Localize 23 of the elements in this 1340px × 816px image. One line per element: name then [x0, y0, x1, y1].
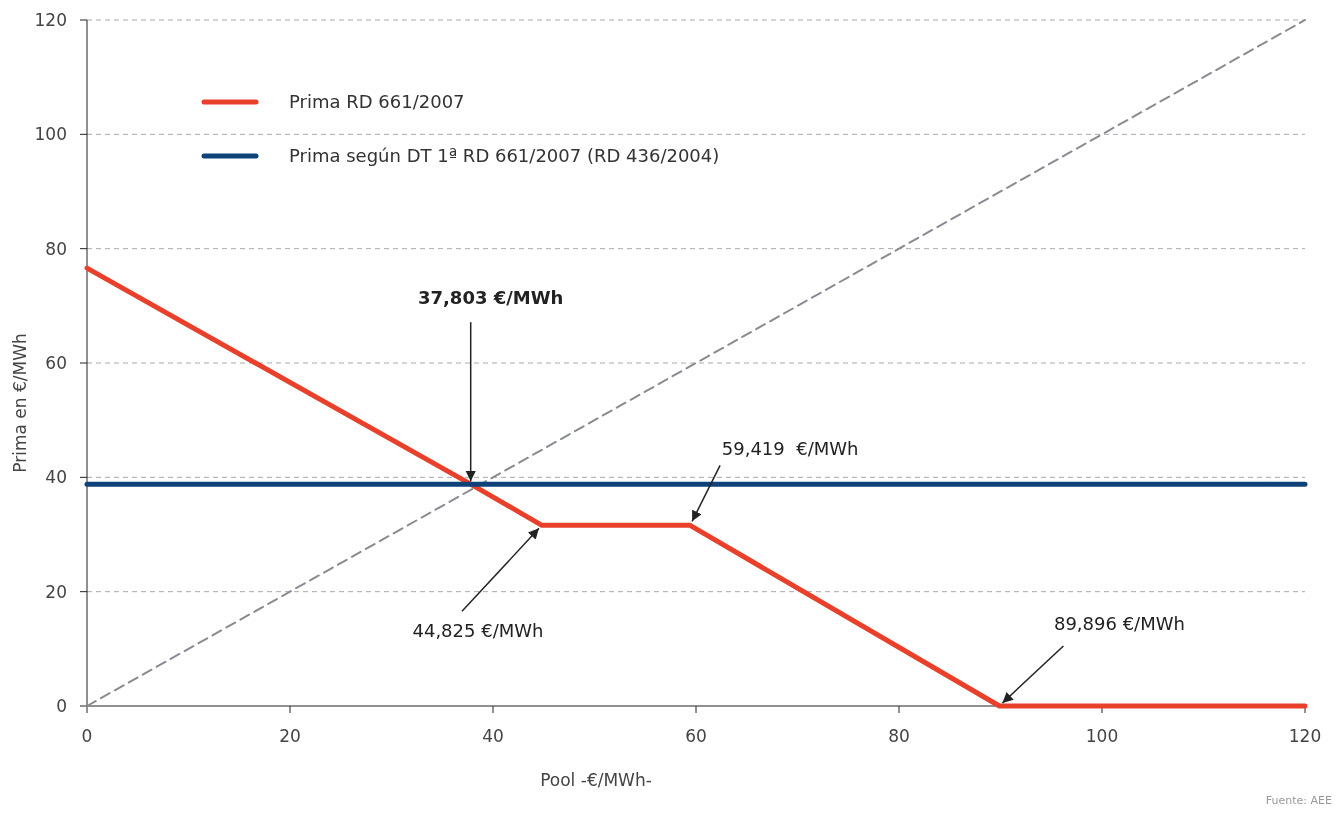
legend-label: Prima según DT 1ª RD 661/2007 (RD 436/2004) — [289, 145, 720, 167]
source-note: Fuente: AEE — [1265, 794, 1333, 807]
y-tick-label: 100 — [34, 124, 67, 145]
x-tick-label: 100 — [1085, 726, 1119, 746]
x-tick-label: 0 — [81, 726, 93, 746]
y-tick-label: 60 — [45, 352, 67, 373]
x-tick-label: 40 — [482, 726, 504, 746]
legend-label: Prima RD 661/2007 — [289, 91, 465, 113]
y-tick-label: 20 — [45, 581, 67, 602]
y-tick-label: 40 — [45, 467, 67, 488]
annotation: 37,803 €/MWh — [418, 287, 564, 309]
annotation: 44,825 €/MWh — [412, 620, 544, 642]
y-tick-label: 120 — [34, 9, 67, 30]
x-axis-title: Pool -€/MWh- — [540, 770, 652, 790]
annotation: 59,419 €/MWh — [721, 438, 859, 460]
x-tick-label: 80 — [888, 726, 910, 746]
x-tick-label: 60 — [685, 726, 707, 746]
x-tick-label: 120 — [1288, 726, 1322, 746]
y-axis-title: Prima en €/MWh — [10, 333, 30, 473]
annotation: 89,896 €/MWh — [1053, 613, 1185, 634]
y-tick-label: 0 — [56, 695, 67, 716]
y-tick-label: 80 — [45, 238, 67, 259]
x-tick-label: 20 — [279, 726, 301, 746]
